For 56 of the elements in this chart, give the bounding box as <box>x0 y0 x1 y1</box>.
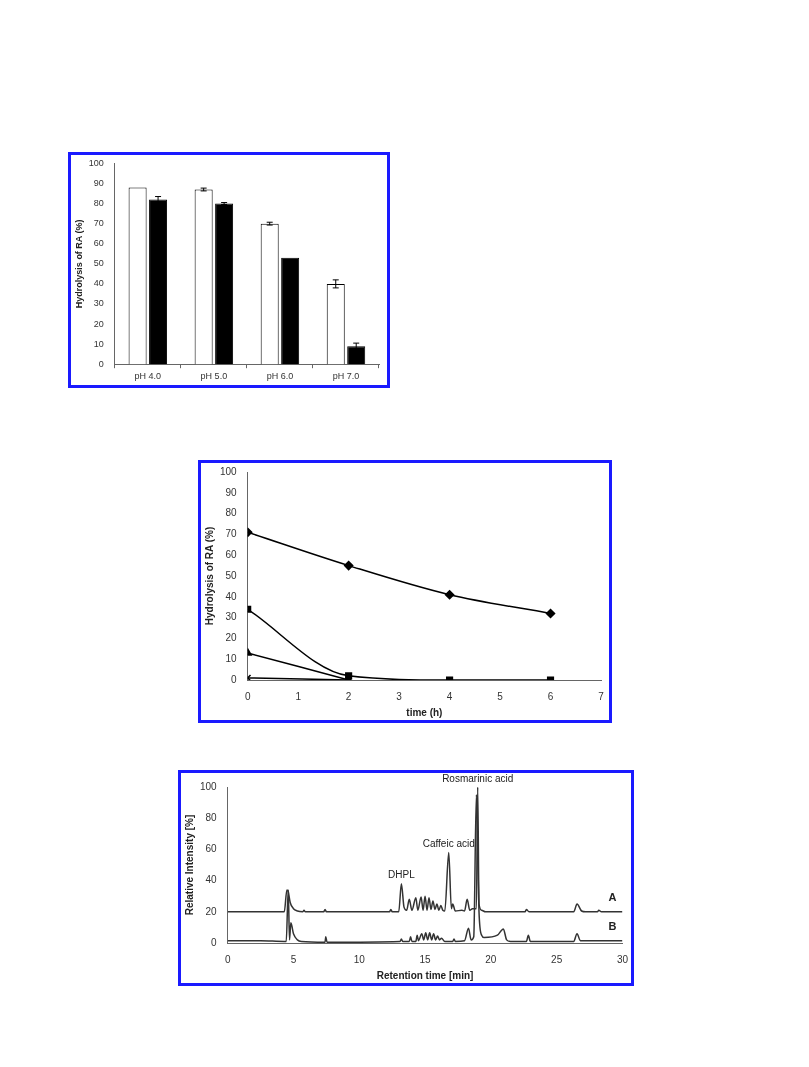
y-tick-label: 60 <box>205 843 218 855</box>
y-tick-label: 30 <box>225 611 238 623</box>
y-tick-label: 80 <box>205 811 218 823</box>
y-tick-label: 60 <box>225 548 238 560</box>
x-tick-label: pH 5.0 <box>200 371 228 382</box>
x-tick-label: 30 <box>616 953 629 965</box>
x-tick-label: 5 <box>290 953 297 965</box>
y-tick-label: 100 <box>220 465 238 477</box>
y-tick-label: 80 <box>93 198 104 209</box>
x-tick-label: pH 7.0 <box>332 371 360 382</box>
annotation: DHPL <box>388 869 416 881</box>
x-tick-label: 20 <box>485 953 497 965</box>
x-tick-label: 10 <box>353 953 366 965</box>
y-tick-label: 40 <box>225 590 238 602</box>
y-tick-label: 0 <box>211 936 218 948</box>
y-tick-label: 70 <box>225 528 238 540</box>
x-tick-label: 4 <box>446 690 453 702</box>
y-tick-label: 30 <box>93 298 104 309</box>
x-tick-label: 3 <box>396 690 403 702</box>
x-tick-label: 2 <box>345 690 352 702</box>
y-tick-label: 0 <box>98 358 104 369</box>
y-axis-title: Hydrolysis of RA (%) <box>73 219 84 309</box>
y-tick-label: 40 <box>93 278 104 289</box>
x-tick-label: 6 <box>547 690 554 702</box>
y-tick-label: 70 <box>93 218 104 229</box>
y-tick-label: 20 <box>205 905 218 917</box>
x-tick-label: pH 4.0 <box>134 371 162 382</box>
y-axis-title: Hydrolysis of RA (%) <box>203 526 215 626</box>
annotation: Caffeic acid <box>422 838 475 850</box>
x-axis-title: Retention time [min] <box>376 969 474 981</box>
x-tick-label: 5 <box>497 690 504 702</box>
y-tick-label: 90 <box>93 177 104 188</box>
x-tick-label: 0 <box>244 690 251 702</box>
y-tick-label: 60 <box>93 238 104 249</box>
y-tick-label: 40 <box>205 874 218 886</box>
y-tick-label: 90 <box>225 486 238 498</box>
x-tick-label: 7 <box>598 690 605 702</box>
y-tick-label: 20 <box>225 632 238 644</box>
x-tick-label: 1 <box>295 690 302 702</box>
y-tick-label: 0 <box>231 673 238 685</box>
series-label: B <box>608 920 617 933</box>
series-label: A <box>608 891 617 904</box>
y-tick-label: 10 <box>225 652 238 664</box>
y-tick-label: 50 <box>225 569 238 581</box>
y-tick-label: 50 <box>93 258 104 269</box>
x-tick-label: 25 <box>551 953 563 965</box>
y-tick-label: 20 <box>93 318 104 329</box>
x-tick-label: pH 6.0 <box>266 371 294 382</box>
x-axis-title: time (h) <box>406 706 443 718</box>
x-tick-label: 15 <box>419 953 432 965</box>
annotation: Rosmarinic acid <box>442 772 514 784</box>
y-axis-title: Relative Intensity [%] <box>183 814 195 916</box>
y-tick-label: 100 <box>200 780 218 792</box>
y-tick-label: 100 <box>88 157 104 168</box>
y-tick-label: 80 <box>225 507 238 519</box>
y-tick-label: 10 <box>93 338 104 349</box>
